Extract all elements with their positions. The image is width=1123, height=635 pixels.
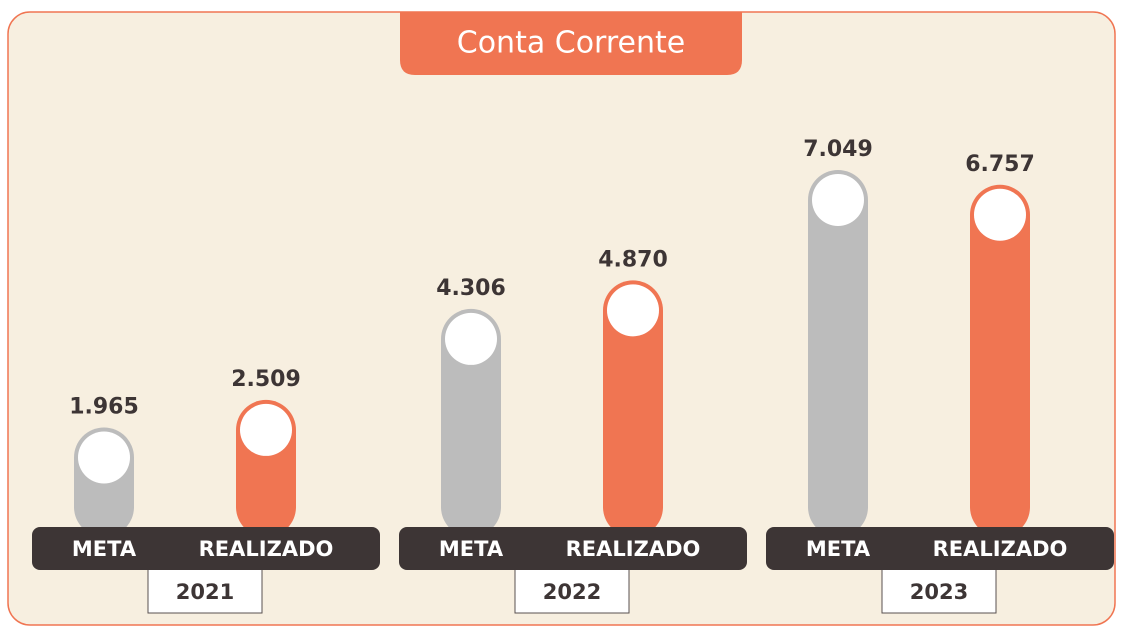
- bar-cap: [240, 403, 292, 456]
- bar-cap: [607, 284, 659, 337]
- series-label: META: [72, 537, 137, 561]
- group-band: [399, 527, 747, 570]
- bar-cap: [78, 431, 130, 484]
- year-box: [147, 570, 263, 614]
- series-label: META: [439, 537, 504, 561]
- title-tab: [400, 12, 742, 75]
- bar: [970, 184, 1030, 537]
- chart-title: Conta Corrente: [457, 26, 685, 61]
- bar-cap: [445, 312, 497, 365]
- year-box: [881, 570, 997, 614]
- group-band: [766, 527, 1114, 570]
- group-labels: 2021 META REALIZADO 2022 META REALIZADO 2023 ME…: [32, 527, 1114, 614]
- value-label: 4.870: [598, 247, 668, 272]
- series-label: META: [806, 537, 871, 561]
- series-label: REALIZADO: [933, 537, 1068, 561]
- series-label: REALIZADO: [566, 537, 701, 561]
- bar: [808, 170, 868, 537]
- bar-cap: [812, 174, 864, 226]
- bars: 1.965 2.509 4.306 4.870 7.049 6.757: [69, 137, 1035, 537]
- bar-cap: [974, 188, 1026, 241]
- value-label: 4.306: [436, 276, 506, 301]
- year-box: [514, 570, 630, 614]
- value-label: 6.757: [965, 152, 1035, 177]
- bar: [441, 308, 501, 537]
- series-label: REALIZADO: [199, 537, 334, 561]
- value-label: 2.509: [231, 367, 301, 392]
- x-tick-label: 2022: [543, 580, 601, 604]
- x-tick-label: 2023: [910, 580, 968, 604]
- value-label: 7.049: [803, 137, 873, 162]
- group-band: [32, 527, 380, 570]
- x-tick-label: 2021: [176, 580, 234, 604]
- bar: [603, 280, 663, 537]
- value-label: 1.965: [69, 394, 139, 419]
